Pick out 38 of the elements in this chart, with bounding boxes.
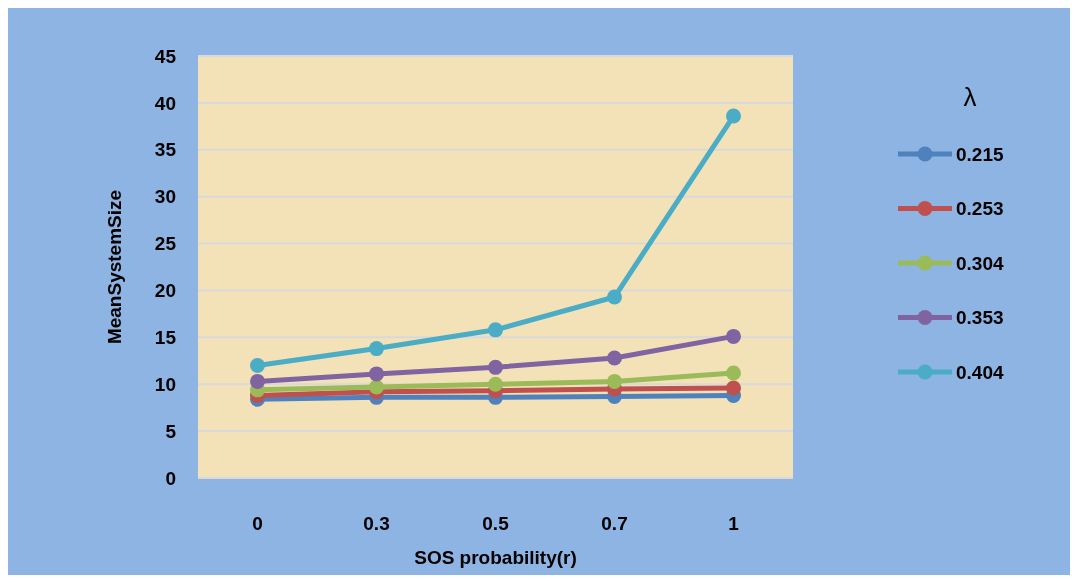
point bbox=[369, 379, 384, 395]
point bbox=[488, 359, 503, 375]
x-tick-label: 0.5 bbox=[482, 513, 510, 534]
point bbox=[250, 357, 265, 373]
y-tick-label: 15 bbox=[154, 326, 177, 348]
x-tick-label: 0.7 bbox=[601, 513, 628, 534]
legend-label: 0.404 bbox=[956, 361, 1004, 383]
x-tick-label: 0 bbox=[252, 513, 263, 534]
y-tick-label: 45 bbox=[154, 45, 177, 67]
point bbox=[488, 376, 503, 392]
y-tick-label: 5 bbox=[165, 420, 177, 442]
y-axis-title: MeanSystemSize bbox=[104, 189, 125, 345]
point bbox=[369, 366, 384, 382]
point bbox=[726, 365, 741, 381]
legend-label: 0.353 bbox=[956, 307, 1004, 329]
y-tick-label: 40 bbox=[154, 92, 176, 114]
point bbox=[726, 328, 741, 344]
legend-title: λ bbox=[963, 82, 977, 112]
y-tick-label: 0 bbox=[165, 467, 176, 489]
y-tick-label: 35 bbox=[154, 139, 177, 161]
point bbox=[607, 350, 622, 366]
x-tick-label: 1 bbox=[728, 513, 740, 534]
y-tick-label: 20 bbox=[154, 280, 176, 302]
legend-label: 0.304 bbox=[956, 252, 1004, 274]
y-tick-label: 25 bbox=[154, 233, 177, 255]
point bbox=[726, 108, 741, 124]
x-tick-label: 0.3 bbox=[363, 513, 390, 534]
point bbox=[369, 341, 384, 357]
point bbox=[726, 380, 741, 396]
y-tick-label: 10 bbox=[154, 373, 176, 395]
point bbox=[488, 322, 503, 338]
point bbox=[250, 373, 265, 389]
legend-label: 0.253 bbox=[956, 198, 1004, 220]
y-tick-label: 30 bbox=[154, 186, 176, 208]
legend-label: 0.215 bbox=[956, 143, 1004, 165]
point bbox=[607, 289, 622, 305]
x-axis-title: SOS probability(r) bbox=[414, 547, 577, 568]
point bbox=[607, 373, 622, 389]
